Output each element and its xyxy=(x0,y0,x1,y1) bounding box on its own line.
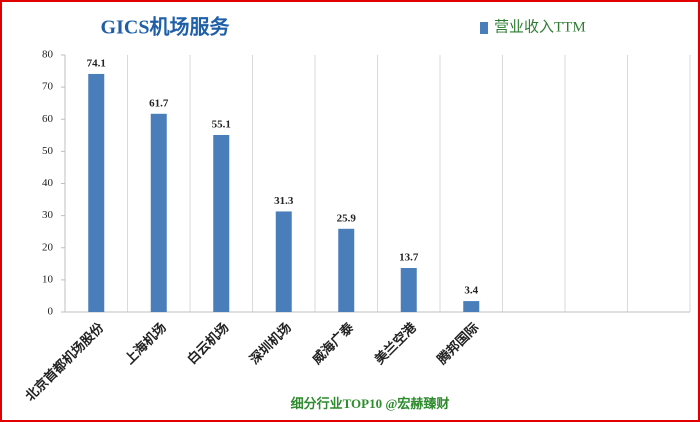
y-tick-label: 40 xyxy=(42,177,54,189)
data-label: 13.7 xyxy=(399,252,419,264)
bar xyxy=(213,134,230,312)
y-tick-label: 60 xyxy=(42,113,54,125)
bar xyxy=(338,228,355,312)
y-tick-label: 10 xyxy=(42,273,54,285)
footer: 细分行业TOP10 @宏赫臻财 xyxy=(291,396,450,411)
y-tick-label: 50 xyxy=(42,145,54,157)
bar xyxy=(400,267,417,312)
bar xyxy=(150,113,167,312)
y-tick-label: 80 xyxy=(42,49,54,61)
data-label: 55.1 xyxy=(212,119,231,131)
bar xyxy=(463,301,480,312)
bar xyxy=(275,211,292,312)
data-label: 61.7 xyxy=(149,97,169,109)
y-tick-label: 30 xyxy=(42,209,54,221)
legend-label: 营业收入TTM xyxy=(494,18,586,35)
data-label: 74.1 xyxy=(87,57,106,69)
data-label: 3.4 xyxy=(464,285,478,297)
y-tick-label: 20 xyxy=(42,241,54,253)
chart-title: GICS机场服务 xyxy=(101,15,231,39)
bar xyxy=(88,73,105,312)
y-tick-label: 0 xyxy=(48,306,54,318)
y-tick-label: 70 xyxy=(42,81,54,93)
legend-swatch xyxy=(480,22,488,34)
data-label: 25.9 xyxy=(337,212,357,224)
data-label: 31.3 xyxy=(274,195,294,207)
